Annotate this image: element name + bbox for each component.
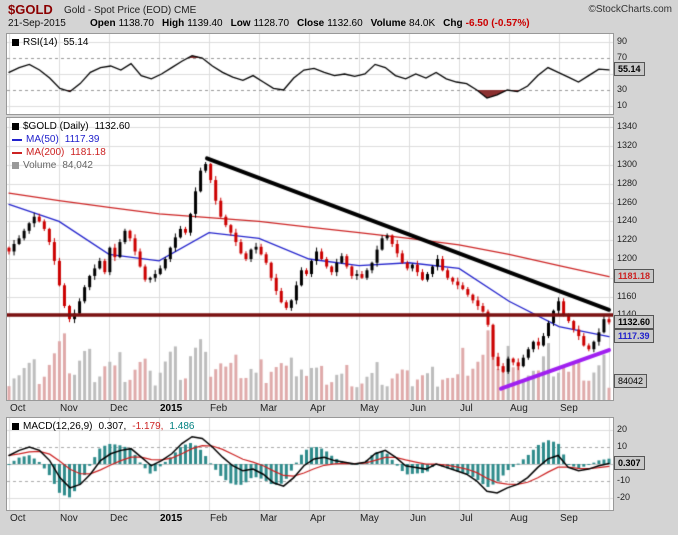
x-axis-month-label: May	[360, 403, 379, 414]
rsi-chart-canvas	[7, 34, 613, 114]
volume-legend: Volume 84,042	[12, 160, 93, 171]
price-legend-value: 1132.60	[94, 121, 130, 132]
y-axis-tick: 1340	[617, 121, 638, 132]
ma50-legend-label: MA(50)	[26, 134, 59, 145]
macd-legend-hist-value: 1.486	[169, 421, 195, 432]
rsi-value-box: 55.14	[614, 62, 645, 76]
x-axis-month-label: Nov	[60, 403, 78, 414]
price-series-icon	[12, 123, 19, 130]
x-axis-month-label: Sep	[560, 513, 578, 524]
x-axis-month-label: Dec	[110, 513, 128, 524]
x-axis-month-label: 2015	[160, 403, 183, 414]
rsi-legend-label: RSI(14)	[23, 37, 58, 48]
quote-open: Open 1138.70	[90, 18, 154, 29]
x-axis-month-label: Jul	[460, 403, 473, 414]
price-legend: $GOLD (Daily) 1132.60	[12, 121, 130, 132]
y-axis-tick: 1300	[617, 159, 638, 169]
y-axis-tick: 1320	[617, 140, 638, 151]
quote-low: Low 1128.70	[230, 18, 289, 29]
x-axis-month-label: Oct	[10, 403, 26, 414]
macd-legend-signal-value: -1.179,	[132, 421, 164, 432]
volume-legend-label: Volume	[23, 160, 57, 171]
y-axis-tick: -10	[617, 475, 631, 486]
y-axis-tick: 1220	[617, 234, 638, 245]
price-chart-canvas	[7, 118, 613, 400]
macd-chart-canvas	[7, 418, 613, 510]
rsi-series-icon	[12, 39, 19, 46]
x-axis-month-label: Mar	[260, 403, 278, 414]
ma200-legend-value: 1181.18	[70, 147, 106, 158]
y-axis-tick: 20	[617, 423, 628, 434]
macd-series-icon	[12, 423, 19, 430]
y-axis-tick: 10	[617, 100, 628, 110]
rsi-legend-value: 55.14	[63, 37, 89, 48]
y-axis-tick: 10	[617, 440, 628, 451]
quote-volume: Volume 84.0K	[370, 18, 436, 29]
y-axis-tick: 1260	[617, 196, 638, 207]
quote-high: High 1139.40	[161, 18, 223, 29]
x-axis-month-label: Jul	[460, 513, 473, 524]
y-axis-tick: 1280	[617, 177, 638, 188]
volume-value-box: 84042	[614, 374, 648, 388]
volume-series-icon	[12, 162, 19, 169]
ma50-line-icon	[12, 138, 22, 141]
macd-legend: MACD(12,26,9) 0.307, -1.179, 1.486	[12, 421, 194, 432]
y-axis-tick: 1240	[617, 215, 638, 226]
macd-legend-label: MACD(12,26,9)	[23, 421, 93, 432]
y-axis-tick: 30	[617, 84, 628, 94]
x-axis-month-label: 2015	[160, 513, 183, 524]
chart-title: Gold - Spot Price (EOD) CME	[64, 5, 197, 16]
x-axis-month-label: Apr	[310, 403, 326, 414]
ma50-legend: MA(50) 1117.39	[12, 134, 99, 145]
ma200-legend-label: MA(200)	[26, 147, 65, 158]
macd-legend-macd-value: 0.307,	[98, 421, 127, 432]
x-axis-month-label: Jun	[410, 403, 427, 414]
y-axis-tick: -20	[617, 492, 631, 503]
x-axis-month-label: Oct	[10, 513, 26, 524]
close-value-box: 1132.60	[614, 315, 655, 329]
rsi-panel	[6, 33, 614, 115]
y-axis-tick: 1140	[617, 309, 636, 319]
ma200-legend: MA(200) 1181.18	[12, 147, 106, 158]
rsi-legend: RSI(14) 55.14	[12, 37, 88, 48]
x-axis-month-label: Nov	[60, 513, 78, 524]
y-axis-tick: 1200	[617, 253, 638, 263]
price-legend-label: $GOLD (Daily)	[23, 121, 89, 132]
volume-legend-value: 84,042	[62, 160, 93, 171]
x-axis-month-label: Feb	[210, 513, 228, 524]
y-axis-tick: 90	[617, 36, 628, 46]
x-axis-month-label: Dec	[110, 403, 128, 414]
ma200-line-icon	[12, 151, 22, 154]
quote-change: Chg -6.50 (-0.57%)	[443, 18, 530, 29]
macd-panel	[6, 417, 614, 511]
x-axis-month-label: Jun	[410, 513, 427, 524]
ma50-legend-value: 1117.39	[64, 134, 100, 145]
y-axis-tick: 1160	[617, 290, 637, 301]
x-axis-month-label: Apr	[310, 513, 326, 524]
quote-bar: Open 1138.70 High 1139.40 Low 1128.70 Close…	[90, 18, 530, 29]
y-axis-tick: 70	[617, 52, 628, 62]
chart-date: 21-Sep-2015	[8, 18, 66, 29]
x-axis-month-label: Aug	[510, 403, 528, 414]
ma200-value-box: 1181.18	[614, 269, 655, 283]
x-axis-month-label: Mar	[260, 513, 278, 524]
stockcharts-credit: ©StockCharts.com	[588, 4, 672, 15]
ticker-symbol: $GOLD	[8, 2, 53, 17]
x-axis-month-label: Aug	[510, 513, 528, 524]
ma50-value-box: 1117.39	[614, 329, 654, 343]
quote-close: Close 1132.60	[297, 18, 363, 29]
x-axis-month-label: Feb	[210, 403, 228, 414]
macd-value-box: 0.307	[614, 456, 645, 470]
x-axis-month-label: Sep	[560, 403, 578, 414]
x-axis-month-label: May	[360, 513, 379, 524]
price-panel	[6, 117, 614, 401]
